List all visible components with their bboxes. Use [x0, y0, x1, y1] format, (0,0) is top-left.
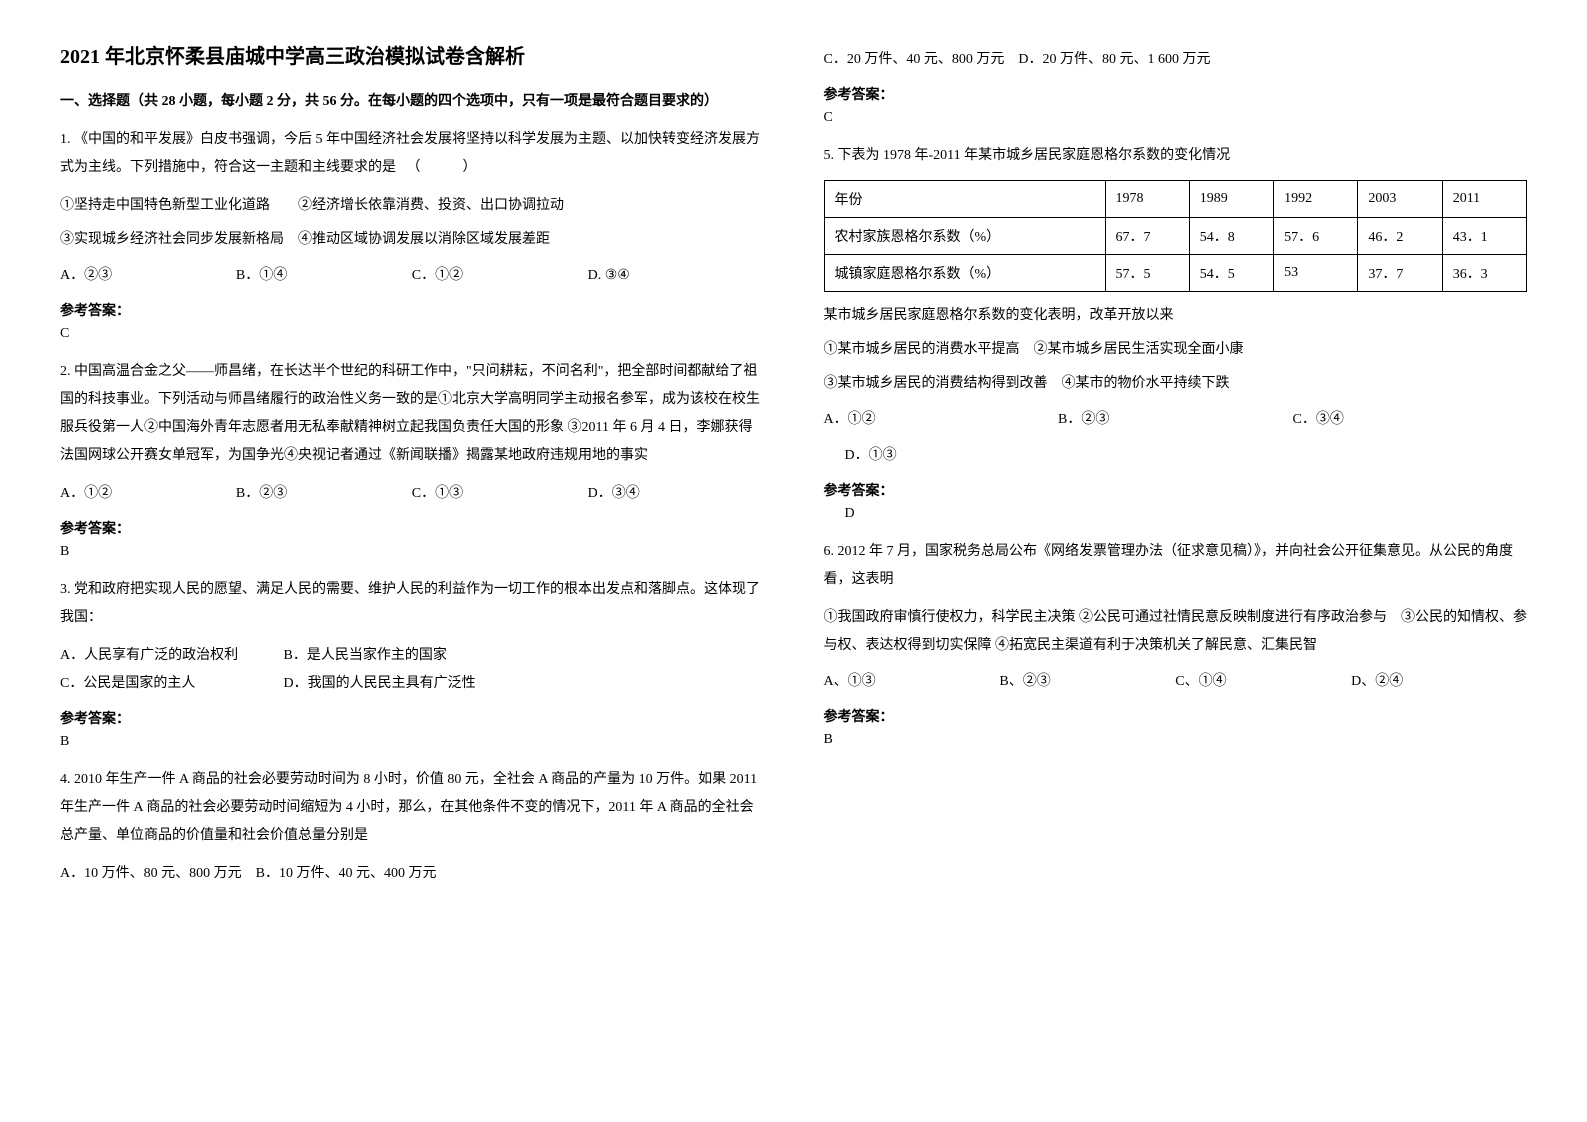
q5-table: 年份 1978 1989 1992 2003 2011 农村家族恩格尔系数（%）…: [824, 180, 1528, 292]
q6-stem: 6. 2012 年 7 月，国家税务总局公布《网络发票管理办法（征求意见稿）》，…: [824, 538, 1528, 594]
q6-opt-c: C、①④: [1175, 668, 1351, 696]
section-header: 一、选择题（共 28 小题，每小题 2 分，共 56 分。在每小题的四个选项中，…: [60, 89, 764, 114]
q3-answer: B: [60, 734, 764, 750]
th-1992: 1992: [1274, 181, 1358, 218]
q3-opt-d: D．我国的人民民主具有广泛性: [284, 670, 504, 698]
q1-answer: C: [60, 326, 764, 342]
q5-answer-label: 参考答案：: [824, 480, 1528, 500]
q1-sub2: ③实现城乡经济社会同步发展新格局 ④推动区域协调发展以消除区域发展差距: [60, 226, 764, 254]
th-year: 年份: [824, 181, 1105, 218]
q6-options: A、①③ B、②③ C、①④ D、②④: [824, 668, 1528, 696]
q5-sub2: ③某市城乡居民的消费结构得到改善 ④某市的物价水平持续下跌: [824, 370, 1528, 398]
table-row: 农村家族恩格尔系数（%） 67．7 54．8 57．6 46．2 43．1: [824, 218, 1527, 255]
th-1989: 1989: [1189, 181, 1273, 218]
q4-answer: C: [824, 110, 1528, 126]
q5-stem: 5. 下表为 1978 年-2011 年某市城乡居民家庭恩格尔系数的变化情况: [824, 142, 1528, 170]
right-column: C．20 万件、40 元、800 万元 D．20 万件、80 元、1 600 万…: [824, 40, 1528, 894]
q5-opt-c: C．③④: [1293, 406, 1528, 434]
q2-answer-label: 参考答案：: [60, 518, 764, 538]
q3-opt-b: B．是人民当家作主的国家: [284, 642, 504, 670]
q5-opt-b: B．②③: [1058, 406, 1293, 434]
row2-c4: 37．7: [1358, 255, 1442, 292]
q3-stem: 3. 党和政府把实现人民的愿望、满足人民的需要、维护人民的利益作为一切工作的根本…: [60, 576, 764, 632]
q1-opt-d: D. ③④: [588, 262, 764, 290]
q1-answer-label: 参考答案：: [60, 300, 764, 320]
q1-blank: （ ）: [400, 160, 477, 175]
row2-c3: 53: [1274, 255, 1358, 292]
row1-label: 农村家族恩格尔系数（%）: [824, 218, 1105, 255]
q5-options: A．①② B．②③ C．③④: [824, 406, 1528, 434]
left-column: 2021 年北京怀柔县庙城中学高三政治模拟试卷含解析 一、选择题（共 28 小题…: [60, 40, 764, 894]
th-2011: 2011: [1442, 181, 1526, 218]
q2-opt-b: B．②③: [236, 480, 412, 508]
q4-opt-ab: A．10 万件、80 元、800 万元 B．10 万件、40 元、400 万元: [60, 860, 764, 888]
q6-answer: B: [824, 732, 1528, 748]
q1-sub1: ①坚持走中国特色新型工业化道路 ②经济增长依靠消费、投资、出口协调拉动: [60, 192, 764, 220]
table-header-row: 年份 1978 1989 1992 2003 2011: [824, 181, 1527, 218]
q5-opt-d: D．①③: [824, 442, 1528, 470]
row1-c1: 67．7: [1105, 218, 1189, 255]
q4-opt-cd: C．20 万件、40 元、800 万元 D．20 万件、80 元、1 600 万…: [824, 46, 1528, 74]
q2-opt-a: A．①②: [60, 480, 236, 508]
th-1978: 1978: [1105, 181, 1189, 218]
row1-c5: 43．1: [1442, 218, 1526, 255]
row2-c5: 36．3: [1442, 255, 1526, 292]
q5-after-table: 某市城乡居民家庭恩格尔系数的变化表明，改革开放以来: [824, 302, 1528, 330]
q3-answer-label: 参考答案：: [60, 708, 764, 728]
row1-c3: 57．6: [1274, 218, 1358, 255]
q1-options: A．②③ B．①④ C．①② D. ③④: [60, 262, 764, 290]
q5-opt-a: A．①②: [824, 406, 1059, 434]
q6-opt-b: B、②③: [999, 668, 1175, 696]
q2-opt-c: C．①③: [412, 480, 588, 508]
page-title: 2021 年北京怀柔县庙城中学高三政治模拟试卷含解析: [60, 40, 764, 69]
q1-opt-c: C．①②: [412, 262, 588, 290]
q5-sub1: ①某市城乡居民的消费水平提高 ②某市城乡居民生活实现全面小康: [824, 336, 1528, 364]
table-row: 城镇家庭恩格尔系数（%） 57．5 54．5 53 37．7 36．3: [824, 255, 1527, 292]
q5-answer: D: [824, 506, 1528, 522]
q3-opt-a: A．人民享有广泛的政治权利: [60, 642, 280, 670]
row2-c2: 54．5: [1189, 255, 1273, 292]
q2-answer: B: [60, 544, 764, 560]
q1-opt-b: B．①④: [236, 262, 412, 290]
q6-sub: ①我国政府审慎行使权力，科学民主决策 ②公民可通过社情民意反映制度进行有序政治参…: [824, 604, 1528, 660]
row1-c4: 46．2: [1358, 218, 1442, 255]
q2-opt-d: D．③④: [588, 480, 764, 508]
q2-options: A．①② B．②③ C．①③ D．③④: [60, 480, 764, 508]
row2-c1: 57．5: [1105, 255, 1189, 292]
q4-stem: 4. 2010 年生产一件 A 商品的社会必要劳动时间为 8 小时，价值 80 …: [60, 766, 764, 850]
row2-label: 城镇家庭恩格尔系数（%）: [824, 255, 1105, 292]
q3-opt-c: C．公民是国家的主人: [60, 670, 280, 698]
q6-answer-label: 参考答案：: [824, 706, 1528, 726]
q2-stem: 2. 中国高温合金之父——师昌绪，在长达半个世纪的科研工作中，"只问耕耘，不问名…: [60, 358, 764, 470]
th-2003: 2003: [1358, 181, 1442, 218]
q4-answer-label: 参考答案：: [824, 84, 1528, 104]
q3-options: A．人民享有广泛的政治权利 B．是人民当家作主的国家 C．公民是国家的主人 D．…: [60, 642, 764, 698]
q6-opt-a: A、①③: [824, 668, 1000, 696]
row1-c2: 54．8: [1189, 218, 1273, 255]
q1-stem: 1. 《中国的和平发展》白皮书强调，今后 5 年中国经济社会发展将坚持以科学发展…: [60, 126, 764, 182]
q6-opt-d: D、②④: [1351, 668, 1527, 696]
q1-opt-a: A．②③: [60, 262, 236, 290]
